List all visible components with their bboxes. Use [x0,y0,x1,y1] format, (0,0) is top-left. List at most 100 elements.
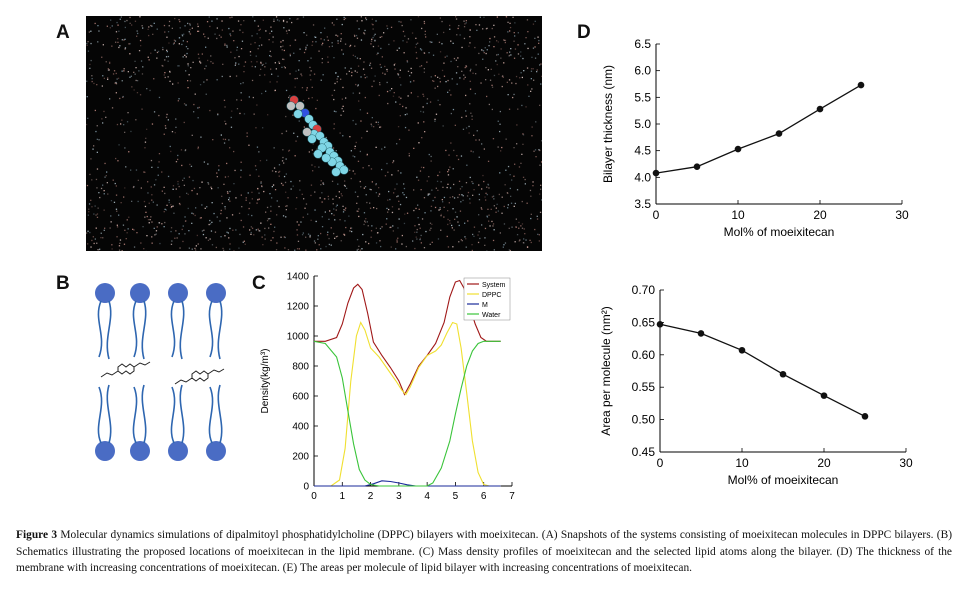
panel-label-a: A [56,22,70,43]
y-tick-label: 1400 [287,271,310,282]
lipid-head-top [130,283,150,303]
data-point [775,130,783,137]
data-point [656,321,664,328]
lipid-tail-bottom [132,386,138,444]
x-tick-label: 2 [368,491,374,502]
lipid-tail-bottom [208,386,214,444]
lipid-tail-bottom [97,386,103,444]
data-point [816,105,824,113]
y-tick-label: 6.0 [634,64,651,78]
x-tick-label: 1 [340,491,346,502]
legend-box [463,277,511,321]
lipid-head-bottom [95,441,115,461]
series-line [314,321,501,487]
data-point [652,169,660,177]
x-tick-label: 5 [453,491,459,502]
lipid-tail-top [179,300,185,360]
data-point [861,413,869,420]
lipid-head-top [206,283,226,303]
lipid-tail-top [208,300,214,358]
lipid-tail-bottom [179,384,185,444]
lipid-tail-top [217,300,223,360]
y-tick-label: 0.50 [632,413,656,427]
x-tick-label: 10 [735,456,749,470]
lipid-head-bottom [206,441,226,461]
drug-molecule-sketch [174,368,225,385]
x-tick-label: 20 [813,208,827,222]
membrane-schematic [95,283,226,461]
x-tick-label: 0 [653,208,660,222]
x-tick-label: 4 [424,491,430,502]
y-tick-label: 3.5 [634,197,651,211]
y-tick-label: 0.65 [632,315,656,329]
data-point [857,81,865,89]
lipid-tail-bottom [217,384,223,444]
lipid-tail-top [132,300,138,358]
lipid-head-bottom [130,441,150,461]
bilayer-thickness-chart: 0 10 20 30 3.5 4.0 4.5 5.0 5.5 6.0 6.5 Mol% of moei… [601,37,909,239]
x-tick-label: 10 [731,208,745,222]
lipid-head-bottom [168,441,188,461]
data-point [820,392,828,399]
panel-label-c: C [252,273,266,294]
y-axis-label: Area per molecule (nm²) [599,306,613,435]
y-tick-label: 0 [303,481,309,492]
data-point [697,330,705,337]
md-snapshot-svg [86,16,542,251]
data-point [779,370,787,378]
x-tick-label: 3 [396,491,402,502]
density-profile-chart: 0 1 2 3 4 5 6 7 0 200 400 600 800 1000 1200 1400 Density… [260,271,515,502]
area-per-molecule-chart: 0 10 20 30 0.45 0.50 0.55 0.60 0.65 0.70 Mol% of m… [599,283,913,487]
legend-label: Water [482,312,501,319]
y-tick-label: 200 [292,451,309,462]
y-tick-label: 1000 [287,331,310,342]
lipid-head-top [95,283,115,303]
data-point [738,346,746,354]
y-tick-label: 0.45 [632,445,656,459]
data-point [693,163,701,170]
x-tick-label: 6 [481,491,487,502]
drug-structure-lines [174,368,225,385]
y-tick-label: 1200 [287,301,310,312]
x-axis-label: Mol% of moeixitecan [728,473,839,487]
y-axis-label: Bilayer thickness (nm) [601,65,615,183]
x-axis-label: Mol% of moeixitecan [724,225,835,239]
lipid-tail-top [97,300,103,358]
y-tick-label: 4.0 [634,170,651,184]
lipid-head-top [168,283,188,303]
series-line [313,340,501,487]
y-tick-label: 5.5 [634,90,651,104]
y-tick-label: 400 [292,421,309,432]
x-tick-label: 20 [817,456,831,470]
legend-label: DPPC [482,292,501,299]
x-tick-label: 0 [311,491,317,502]
series-line [659,323,866,417]
x-tick-label: 0 [657,456,664,470]
figure-caption: Figure 3 Molecular dynamics simulations … [16,527,952,577]
lipid-tail-bottom [106,384,112,444]
lipid-tail-top [170,300,176,358]
drug-structure-lines [100,361,151,378]
legend-label: M [482,302,488,309]
y-tick-label: 0.70 [632,283,656,297]
y-tick-label: 0.60 [632,348,656,362]
y-tick-label: 5.0 [634,117,651,131]
lipid-tail-bottom [141,384,147,444]
figure-caption-label: Figure 3 [16,529,58,541]
series-line [655,84,862,174]
x-tick-label: 30 [895,208,909,222]
y-tick-label: 800 [292,361,309,372]
y-tick-label: 4.5 [634,144,651,158]
panel-label-d: D [577,22,591,43]
lipid-tail-top [141,300,147,360]
panel-label-b: B [56,273,70,294]
y-tick-label: 6.5 [634,37,651,51]
md-particles [86,16,542,251]
lipid-tail-top [106,300,112,360]
md-snapshot-image [86,16,542,251]
y-tick-label: 600 [292,391,309,402]
y-tick-label: 0.55 [632,380,656,394]
data-point [734,145,742,153]
drug-molecule-sketch [100,361,151,378]
figure-caption-text: Molecular dynamics simulations of dipalm… [16,529,952,574]
